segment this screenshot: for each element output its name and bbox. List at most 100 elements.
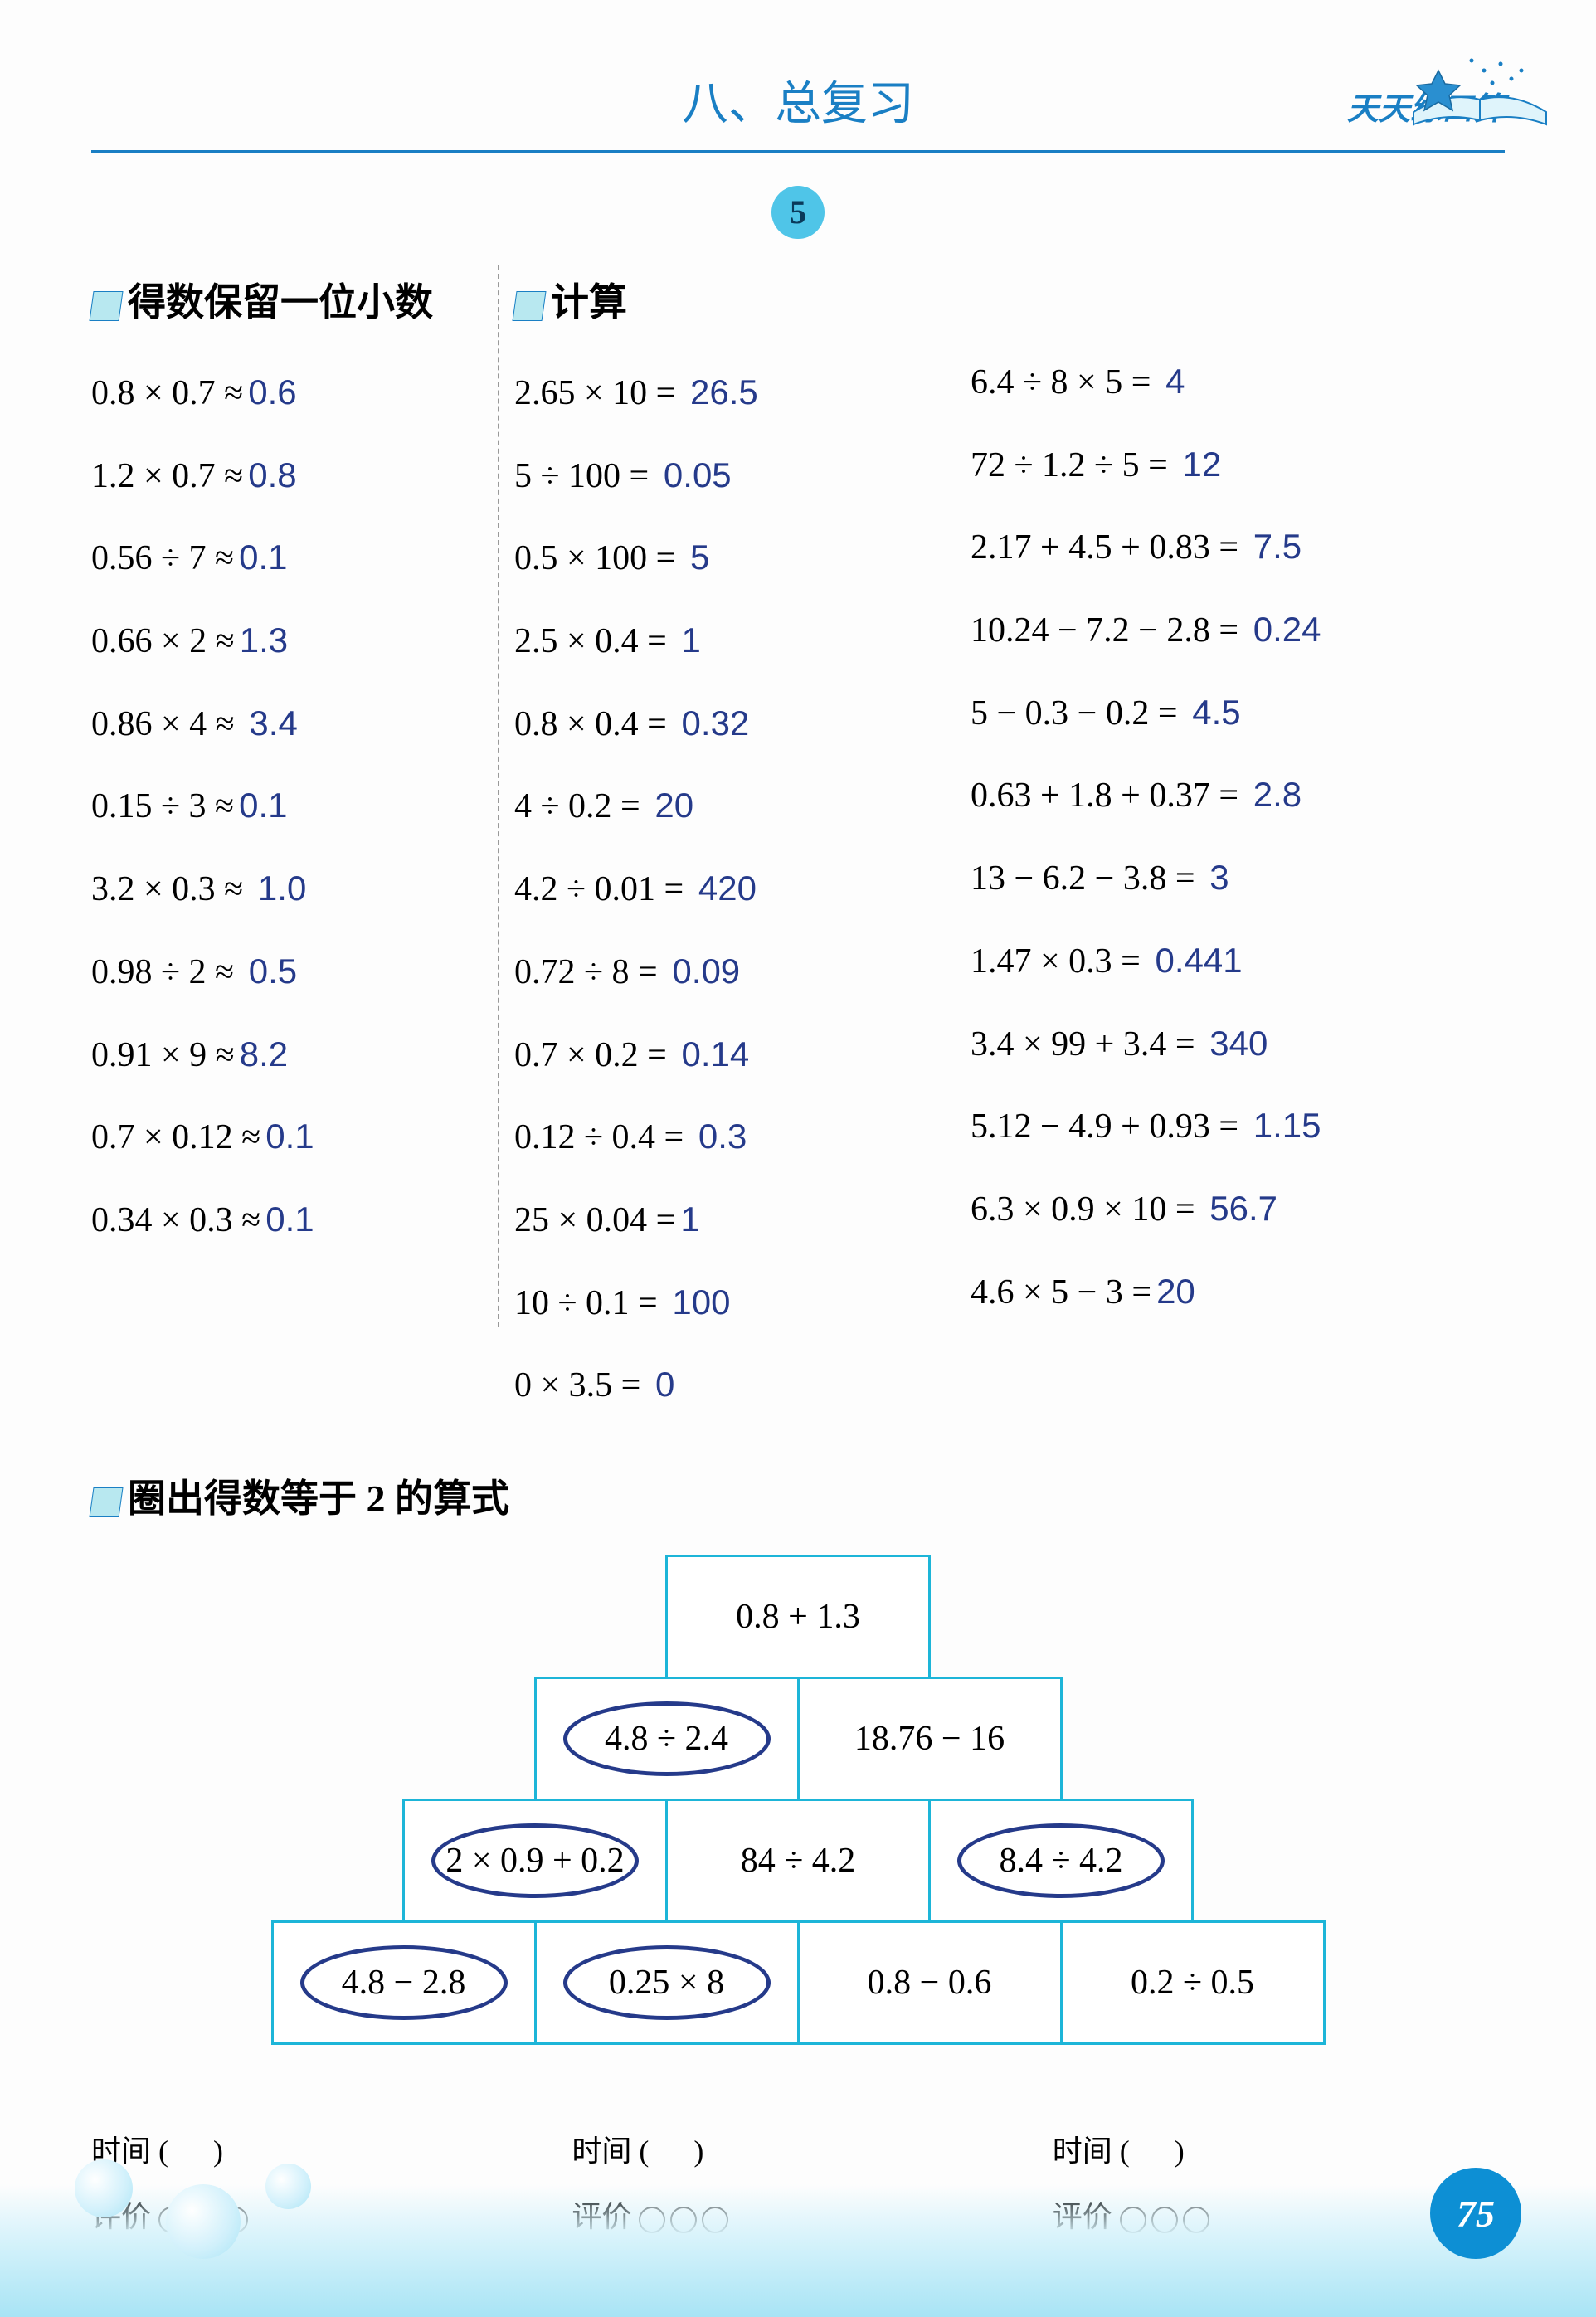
problem-answer: 0.09 — [658, 952, 740, 991]
problem-question: 0 × 3.5 = — [514, 1366, 640, 1404]
problem-question: 0.15 ÷ 3 ≈ — [91, 787, 234, 825]
problem-question: 6.4 ÷ 8 × 5 = — [971, 363, 1151, 402]
problem-row: 10.24 − 7.2 − 2.8 = 0.24 — [971, 589, 1452, 672]
bubble-icon — [75, 2159, 133, 2217]
pyramid-row: 2 × 0.9 + 0.284 ÷ 4.28.4 ÷ 4.2 — [404, 1800, 1193, 1922]
column-divider — [498, 265, 499, 1327]
problem-answer: 4.5 — [1178, 693, 1241, 732]
problem-question: 13 − 6.2 − 3.8 = — [971, 859, 1195, 898]
page-header: 八、总复习 天天练口算 — [91, 66, 1505, 153]
problem-question: 25 × 0.04 = — [514, 1201, 675, 1239]
problem-row: 2.65 × 10 = 26.5 — [514, 352, 929, 435]
bottom-wave-decor — [0, 2184, 1596, 2317]
section-3-title-text: 圈出得数等于 2 的算式 — [128, 1477, 509, 1520]
pyramid-cell: 0.25 × 8 — [534, 1920, 800, 2045]
problem-answer: 3.4 — [235, 703, 298, 742]
problem-question: 0.56 ÷ 7 ≈ — [91, 539, 234, 577]
pyramid-row: 0.8 + 1.3 — [667, 1556, 930, 1678]
notebook-icon — [89, 291, 123, 321]
pyramid-cell: 8.4 ÷ 4.2 — [928, 1799, 1194, 1923]
time-close: ) — [693, 2134, 703, 2168]
problem-answer: 8.2 — [235, 1034, 288, 1073]
problem-row: 0.56 ÷ 7 ≈0.1 — [91, 517, 473, 600]
problem-question: 0.91 × 9 ≈ — [91, 1036, 235, 1074]
problem-answer: 12 — [1168, 445, 1221, 484]
problem-question: 72 ÷ 1.2 ÷ 5 = — [971, 446, 1168, 484]
column-1: 得数保留一位小数 0.8 × 0.7 ≈0.61.2 × 0.7 ≈0.80.5… — [91, 272, 473, 1427]
section-1-title: 得数保留一位小数 — [91, 272, 473, 327]
problem-row: 4.6 × 5 − 3 =20 — [971, 1251, 1452, 1334]
problem-row: 1.47 × 0.3 = 0.441 — [971, 920, 1452, 1003]
problem-question: 0.8 × 0.7 ≈ — [91, 374, 243, 412]
problem-row: 2.5 × 0.4 = 1 — [514, 600, 929, 683]
problem-answer: 0.1 — [260, 1117, 314, 1156]
problem-answer: 0.05 — [649, 455, 731, 494]
pyramid-cell-text: 0.8 − 0.6 — [868, 1963, 992, 2003]
problem-answer: 0.14 — [667, 1034, 749, 1073]
problem-row: 0 × 3.5 = 0 — [514, 1344, 929, 1427]
problem-answer: 20 — [1151, 1272, 1195, 1311]
problem-row: 5 ÷ 100 = 0.05 — [514, 435, 929, 518]
pyramid-cell: 0.8 − 0.6 — [797, 1920, 1063, 2045]
problem-answer: 2.8 — [1238, 775, 1302, 814]
problem-row: 0.98 ÷ 2 ≈ 0.5 — [91, 931, 473, 1014]
problem-question: 0.7 × 0.12 ≈ — [91, 1118, 260, 1156]
problem-answer: 5 — [675, 538, 709, 577]
problem-row: 13 − 6.2 − 3.8 = 3 — [971, 837, 1452, 920]
problem-answer: 0 — [640, 1365, 674, 1404]
problem-row: 0.15 ÷ 3 ≈0.1 — [91, 765, 473, 848]
problem-question: 5 ÷ 100 = — [514, 457, 649, 495]
problem-answer: 0.32 — [667, 703, 749, 742]
pyramid-cell: 4.8 − 2.8 — [271, 1920, 537, 2045]
problem-answer: 26.5 — [675, 372, 757, 411]
problem-question: 2.65 × 10 = — [514, 374, 675, 412]
problem-answer: 0.6 — [243, 372, 296, 411]
problem-question: 0.34 × 0.3 ≈ — [91, 1201, 260, 1239]
problem-question: 1.2 × 0.7 ≈ — [91, 457, 243, 495]
lesson-number-badge: 5 — [771, 186, 825, 239]
problem-question: 5 − 0.3 − 0.2 = — [971, 694, 1178, 733]
problem-row: 0.8 × 0.7 ≈0.6 — [91, 352, 473, 435]
problem-question: 2.5 × 0.4 = — [514, 622, 667, 660]
pyramid-cell-text: 0.25 × 8 — [609, 1963, 724, 2003]
problem-answer: 3 — [1195, 858, 1229, 897]
problem-row: 0.8 × 0.4 = 0.32 — [514, 683, 929, 766]
problem-row: 25 × 0.04 =1 — [514, 1179, 929, 1262]
pyramid-cell-text: 2 × 0.9 + 0.2 — [445, 1841, 624, 1881]
problem-question: 0.66 × 2 ≈ — [91, 622, 235, 660]
pyramid-cell: 0.8 + 1.3 — [665, 1555, 931, 1679]
pyramid-cell: 4.8 ÷ 2.4 — [534, 1677, 800, 1801]
problem-answer: 7.5 — [1238, 527, 1302, 566]
problem-question: 0.8 × 0.4 = — [514, 705, 667, 743]
problem-row: 5 − 0.3 − 0.2 = 4.5 — [971, 672, 1452, 755]
main-content: 得数保留一位小数 0.8 × 0.7 ≈0.61.2 × 0.7 ≈0.80.5… — [91, 272, 1505, 1427]
problem-answer: 56.7 — [1195, 1189, 1277, 1228]
problem-row: 0.7 × 0.12 ≈0.1 — [91, 1096, 473, 1179]
problem-question: 4.2 ÷ 0.01 = — [514, 870, 684, 908]
section-2-title-text: 计算 — [551, 281, 627, 324]
problem-answer: 0.1 — [260, 1200, 314, 1239]
problem-row: 6.3 × 0.9 × 10 = 56.7 — [971, 1168, 1452, 1251]
problem-row: 0.66 × 2 ≈1.3 — [91, 600, 473, 683]
pyramid-cell-text: 4.8 − 2.8 — [342, 1963, 466, 2003]
time-label: 时间 ( — [1053, 2134, 1130, 2168]
problem-question: 0.12 ÷ 0.4 = — [514, 1118, 684, 1156]
pyramid-cell-text: 0.8 + 1.3 — [736, 1597, 860, 1637]
pyramid-cell: 2 × 0.9 + 0.2 — [402, 1799, 668, 1923]
problem-question: 3.4 × 99 + 3.4 = — [971, 1025, 1195, 1064]
problem-answer: 0.24 — [1238, 610, 1321, 649]
problem-row: 3.2 × 0.3 ≈ 1.0 — [91, 848, 473, 931]
problem-row: 5.12 − 4.9 + 0.93 = 1.15 — [971, 1085, 1452, 1168]
bubble-icon — [166, 2184, 241, 2259]
problem-row: 0.91 × 9 ≈8.2 — [91, 1014, 473, 1097]
time-close: ) — [1175, 2134, 1185, 2168]
problem-answer: 420 — [684, 869, 757, 908]
problem-question: 0.98 ÷ 2 ≈ — [91, 953, 234, 991]
bubble-icon — [265, 2164, 311, 2209]
section-3: 圈出得数等于 2 的算式 0.8 + 1.34.8 ÷ 2.418.76 − 1… — [91, 1468, 1505, 2044]
problem-answer: 4 — [1151, 362, 1185, 401]
problem-question: 0.86 × 4 ≈ — [91, 705, 235, 743]
time-label: 时间 ( — [572, 2134, 649, 2168]
chapter-title: 八、总复习 — [91, 66, 1505, 134]
problem-answer: 0.441 — [1141, 941, 1243, 980]
